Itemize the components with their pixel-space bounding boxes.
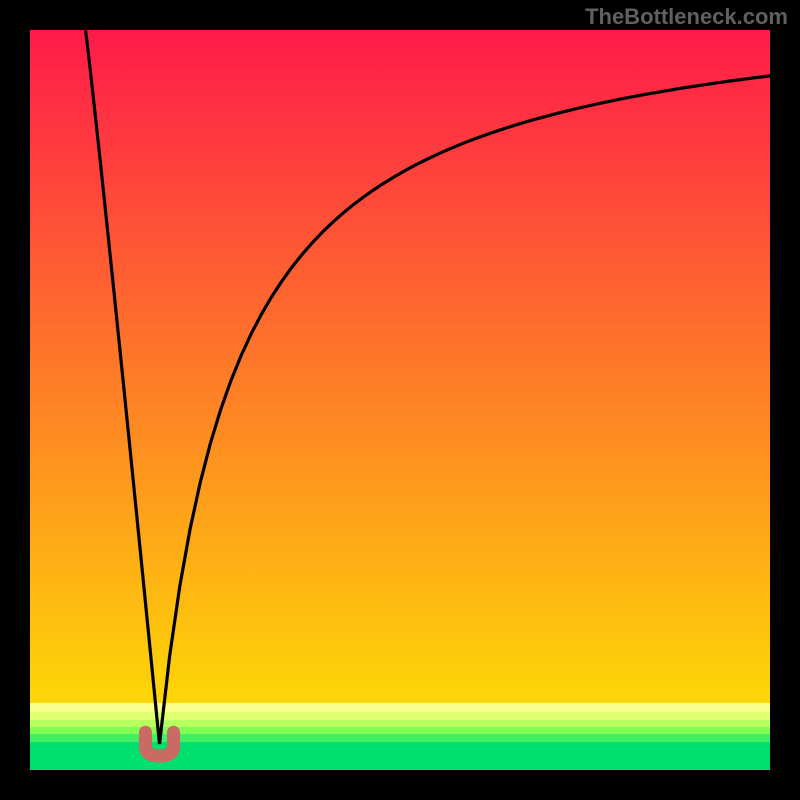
curve-right-branch — [160, 76, 771, 744]
watermark-text: TheBottleneck.com — [585, 4, 788, 30]
bottleneck-chart: TheBottleneck.com — [0, 0, 800, 800]
curve-overlay — [30, 30, 770, 770]
curve-left-branch — [86, 30, 160, 744]
plot-area — [30, 30, 770, 770]
